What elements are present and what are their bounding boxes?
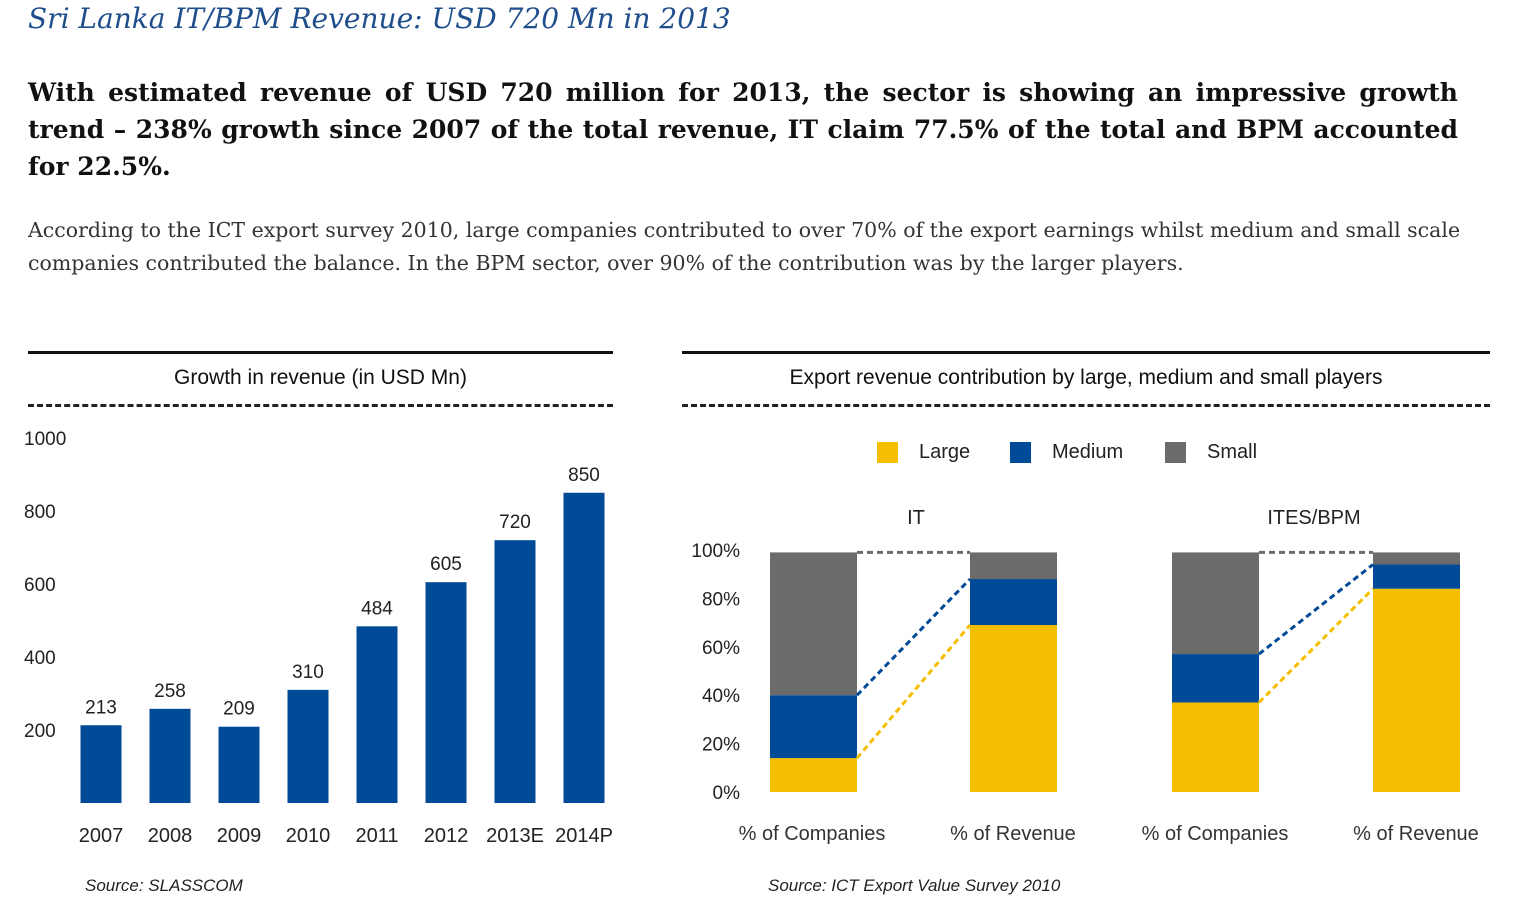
- y-tick-label: 60%: [702, 638, 740, 659]
- stack-segment-small: [1373, 552, 1460, 565]
- y-tick-label: 800: [24, 502, 56, 523]
- stack-segment-small: [1172, 552, 1259, 655]
- revenue-bar: [287, 689, 329, 803]
- legend-swatch-small: [1165, 442, 1186, 463]
- connector-line-large: [855, 624, 972, 760]
- y-tick-label: 80%: [702, 589, 740, 610]
- stack-segment-medium: [970, 579, 1057, 626]
- revenue-bar: [425, 582, 467, 803]
- left-panel-top-rule: [28, 351, 613, 354]
- stack-segment-medium: [1373, 564, 1460, 589]
- revenue-bar: [218, 726, 260, 803]
- revenue-bar: [80, 725, 122, 803]
- right-chart-title: Export revenue contribution by large, me…: [789, 366, 1383, 389]
- y-tick-label: 200: [24, 721, 56, 742]
- legend-label: Medium: [1052, 441, 1123, 463]
- stack-segment-small: [970, 552, 1057, 580]
- x-tick-label: % of Revenue: [950, 823, 1076, 845]
- stack-segment-large: [1172, 702, 1259, 792]
- legend-swatch-large: [877, 442, 898, 463]
- group-title: ITES/BPM: [1267, 507, 1360, 529]
- x-tick-label: 2009: [217, 825, 262, 847]
- export-contribution-chart: Large Medium Small 100% 80% 60% 40% 20% 0% IT % of…: [691, 441, 1478, 845]
- left-chart-title: Growth in revenue (in USD Mn): [174, 366, 467, 389]
- revenue-bar: [149, 708, 191, 803]
- x-tick-label: 2012: [424, 825, 469, 847]
- y-tick-label: 100%: [691, 541, 740, 562]
- x-tick-label: 2014P: [555, 825, 613, 847]
- right-panel-top-rule: [682, 351, 1490, 354]
- x-tick-label: 2010: [286, 825, 331, 847]
- x-tick-label: 2011: [355, 825, 398, 847]
- x-tick-label: % of Companies: [739, 823, 886, 845]
- body-paragraph: According to the ICT export survey 2010,…: [28, 218, 1461, 275]
- y-tick-label: 1000: [24, 429, 66, 450]
- bar-value-label: 310: [292, 662, 324, 683]
- left-source-note: Source: SLASSCOM: [85, 876, 243, 895]
- bar-value-label: 605: [430, 554, 462, 575]
- bar-value-label: 213: [85, 697, 117, 718]
- legend-label: Small: [1207, 441, 1257, 463]
- stack-segment-small: [770, 552, 857, 696]
- y-tick-label: 600: [24, 575, 56, 596]
- stack-segment-large: [1373, 588, 1460, 792]
- bar-value-label: 850: [568, 465, 600, 486]
- group-title: IT: [907, 507, 925, 529]
- lead-paragraph: With estimated revenue of USD 720 millio…: [28, 78, 1458, 181]
- x-tick-label: 2007: [79, 825, 124, 847]
- stack-segment-large: [970, 625, 1057, 792]
- revenue-bar: [563, 492, 605, 803]
- legend-swatch-medium: [1010, 442, 1031, 463]
- bar-value-label: 209: [223, 699, 255, 720]
- stack-segment-large: [770, 758, 857, 792]
- stack-segment-medium: [1172, 654, 1259, 703]
- y-tick-label: 0%: [713, 783, 741, 804]
- stack-segment-medium: [770, 695, 857, 759]
- legend-label: Large: [919, 441, 970, 463]
- y-tick-label: 20%: [702, 735, 740, 756]
- connector-line-medium: [1258, 563, 1374, 656]
- revenue-bar: [494, 540, 536, 803]
- y-tick-label: 40%: [702, 686, 740, 707]
- right-source-note: Source: ICT Export Value Survey 2010: [768, 876, 1061, 895]
- bar-value-label: 258: [154, 681, 186, 702]
- revenue-bar: [356, 626, 398, 803]
- y-tick-label: 400: [24, 648, 56, 669]
- right-panel-dashed-rule: [682, 404, 1490, 407]
- left-panel-dashed-rule: [28, 404, 613, 407]
- revenue-bar-chart: 1000 800 600 400 200 213 2007 258 2008 209 2009 310…: [24, 429, 613, 847]
- connector-line-large: [1257, 587, 1375, 704]
- page-title: Sri Lanka IT/BPM Revenue: USD 720 Mn in …: [28, 2, 731, 35]
- x-tick-label: 2008: [148, 825, 193, 847]
- x-tick-label: % of Companies: [1142, 823, 1289, 845]
- bar-value-label: 720: [499, 512, 531, 533]
- x-tick-label: % of Revenue: [1353, 823, 1479, 845]
- connector-line-medium: [855, 577, 972, 697]
- x-tick-label: 2013E: [486, 825, 544, 847]
- bar-value-label: 484: [361, 598, 393, 619]
